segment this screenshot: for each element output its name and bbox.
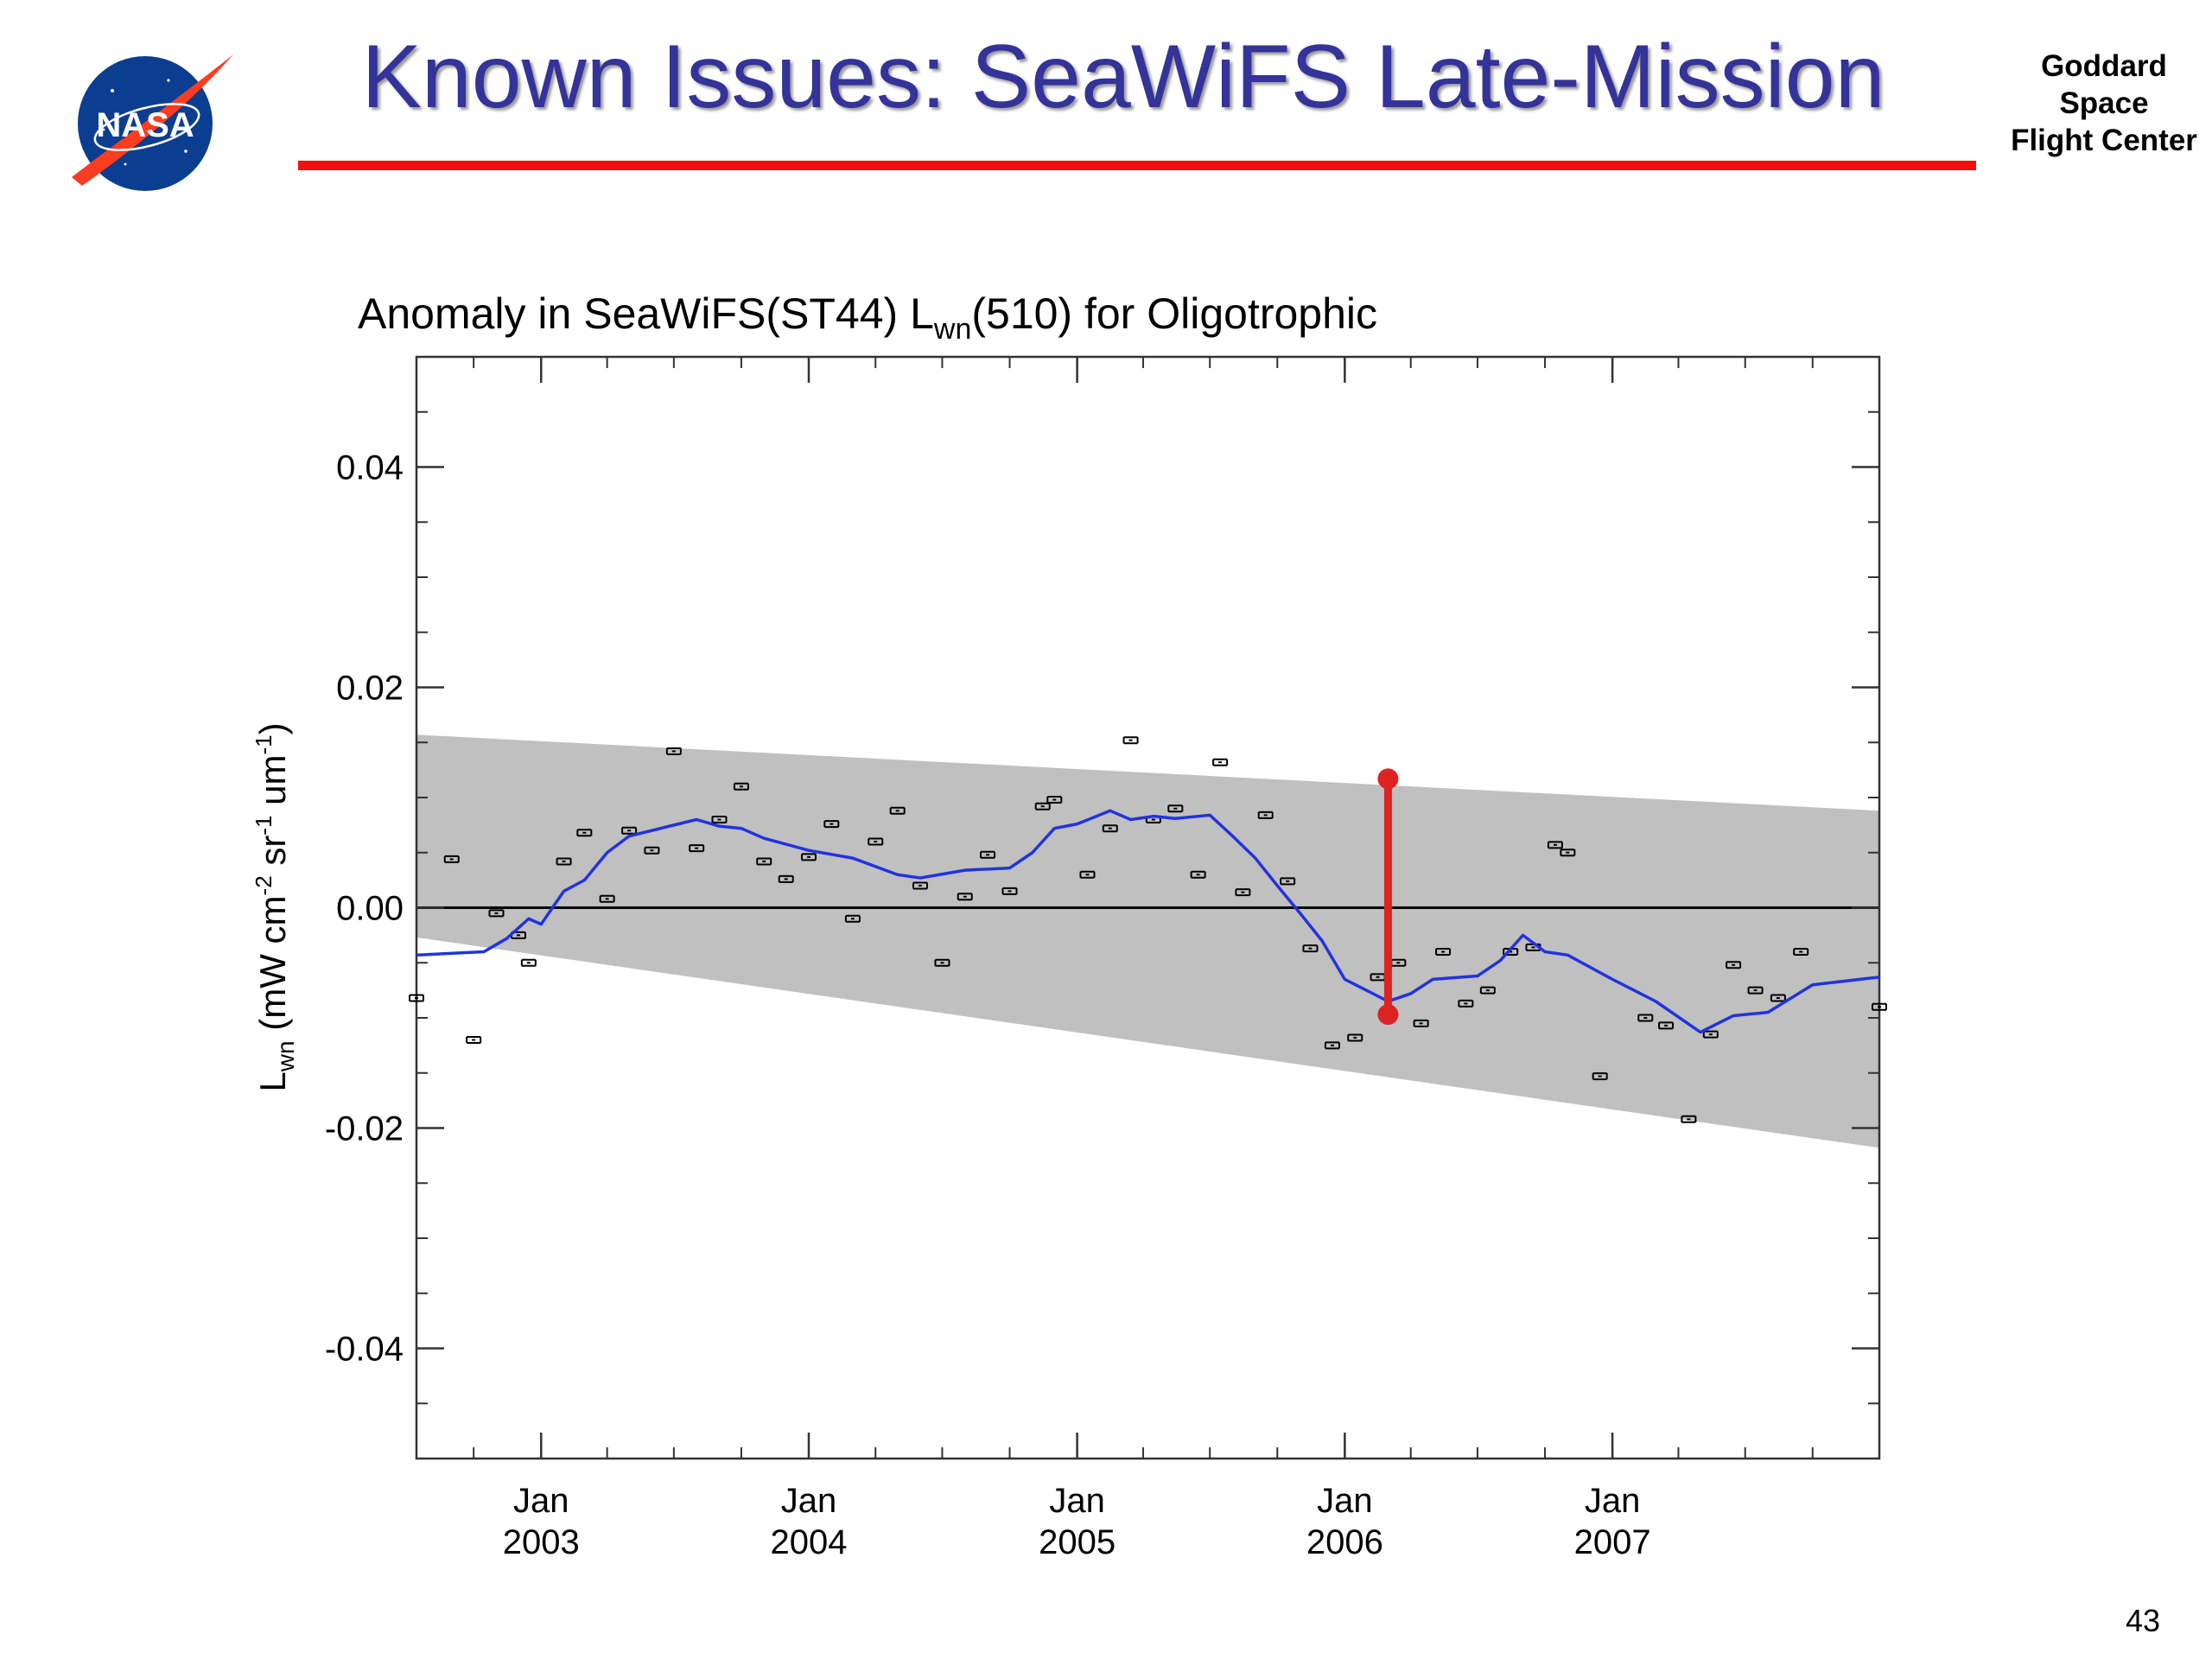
x-tick-label-month: Jan	[781, 1482, 837, 1520]
data-point	[1458, 999, 1474, 1007]
data-point	[1212, 758, 1229, 766]
data-point	[1592, 1072, 1608, 1081]
data-point	[520, 958, 537, 967]
data-point	[576, 829, 593, 837]
red-marker-top-dot	[1377, 768, 1399, 790]
x-tick-label-year: 2007	[1574, 1523, 1651, 1561]
data-point	[1681, 1115, 1697, 1123]
red-marker-bottom-dot	[1377, 1004, 1399, 1026]
chart-title-subscript: wn	[933, 313, 971, 346]
data-point	[1413, 1019, 1429, 1027]
data-point	[644, 846, 660, 855]
data-point	[1793, 948, 1809, 956]
data-point	[1122, 736, 1139, 745]
x-tick-label-month: Jan	[1317, 1482, 1373, 1520]
goddard-line-3: Flight Center	[2011, 124, 2197, 157]
x-tick-label-month: Jan	[1585, 1482, 1641, 1520]
data-point	[1280, 877, 1296, 886]
data-point	[1637, 1014, 1654, 1022]
y-axis-label-exp-2: -1	[251, 816, 276, 836]
data-point	[443, 855, 460, 863]
data-point	[1479, 986, 1496, 995]
y-tick-label: -0.04	[325, 1331, 404, 1369]
y-axis-label-units: (mW cm	[252, 895, 293, 1040]
y-tick-label: 0.02	[336, 670, 404, 708]
y-axis-label-close: )	[252, 722, 293, 734]
goddard-line-1: Goddard	[2041, 49, 2167, 83]
data-point	[1190, 870, 1206, 879]
y-axis-label-subscript: wn	[272, 1040, 299, 1072]
data-point	[912, 881, 929, 890]
y-axis-label-um: um	[252, 755, 293, 816]
data-point	[1726, 961, 1742, 969]
y-tick-label: 0.00	[336, 890, 404, 928]
data-point	[1560, 849, 1576, 857]
y-tick-label: -0.02	[325, 1110, 404, 1148]
data-point	[1257, 810, 1274, 819]
data-point	[1046, 796, 1063, 804]
y-tick-label: 0.04	[336, 449, 404, 487]
data-point	[1034, 802, 1051, 810]
nasa-logo: NASA	[72, 54, 233, 191]
chart-title-main: Anomaly in SeaWiFS(ST44) L	[358, 289, 934, 338]
page-number: 43	[2125, 1603, 2160, 1638]
uncertainty-band	[416, 734, 1879, 1148]
x-tick-label-year: 2004	[771, 1523, 848, 1561]
data-point	[1079, 870, 1096, 879]
data-point	[409, 994, 424, 1002]
data-point	[1235, 888, 1251, 897]
data-point	[665, 747, 682, 755]
y-axis-label-main: L	[252, 1071, 293, 1091]
data-point	[689, 844, 705, 853]
data-point	[733, 782, 749, 791]
x-tick-label-month: Jan	[513, 1482, 569, 1520]
data-point	[1658, 1021, 1675, 1030]
data-point	[1324, 1041, 1340, 1050]
svg-text:NASA: NASA	[96, 106, 194, 144]
title-rule	[298, 161, 1976, 170]
data-point	[466, 1036, 482, 1044]
data-point	[778, 874, 794, 883]
data-point	[599, 894, 615, 903]
data-point	[889, 806, 906, 815]
chart-title-suffix: (510) for Oligotrophic	[971, 289, 1377, 338]
nasa-meatball-icon: NASA	[72, 54, 233, 191]
goddard-label: Goddard Space Flight Center	[1987, 48, 2212, 159]
data-point	[801, 853, 817, 861]
data-point	[1102, 824, 1118, 833]
data-point	[844, 914, 861, 923]
y-axis-label-exp-1: -2	[251, 875, 276, 895]
goddard-line-2: Space	[2059, 86, 2149, 120]
y-axis-label-exp-3: -1	[251, 734, 276, 754]
data-point	[823, 820, 840, 829]
data-point	[1872, 1002, 1887, 1011]
y-axis-label-sr: sr	[252, 836, 293, 876]
data-point	[1547, 841, 1563, 849]
data-point	[868, 837, 884, 846]
data-point	[1347, 1033, 1363, 1042]
data-point	[1167, 804, 1184, 813]
chart-title: Anomaly in SeaWiFS(ST44) Lwn(510) for Ol…	[358, 289, 1377, 346]
data-point	[934, 958, 950, 967]
data-point	[1435, 948, 1452, 956]
data-point	[556, 857, 572, 866]
data-point	[1702, 1030, 1719, 1039]
data-point	[756, 857, 772, 866]
x-tick-label-year: 2003	[503, 1523, 580, 1561]
x-tick-label-year: 2005	[1039, 1523, 1116, 1561]
data-point	[957, 893, 973, 901]
data-point	[488, 909, 505, 918]
x-tick-label-year: 2006	[1306, 1523, 1383, 1561]
slide-title: Known Issues: SeaWiFS Late-Mission	[361, 27, 1885, 127]
data-point	[1747, 986, 1764, 995]
smoothed-series-line	[416, 809, 1880, 1034]
y-axis-label: Lwn (mW cm-2 sr-1 um-1)	[251, 722, 299, 1091]
data-point	[1302, 944, 1319, 953]
data-point	[711, 816, 728, 823]
data-point	[1001, 887, 1018, 895]
data-point	[980, 850, 996, 859]
x-tick-label-month: Jan	[1049, 1482, 1105, 1520]
data-point	[621, 826, 638, 835]
